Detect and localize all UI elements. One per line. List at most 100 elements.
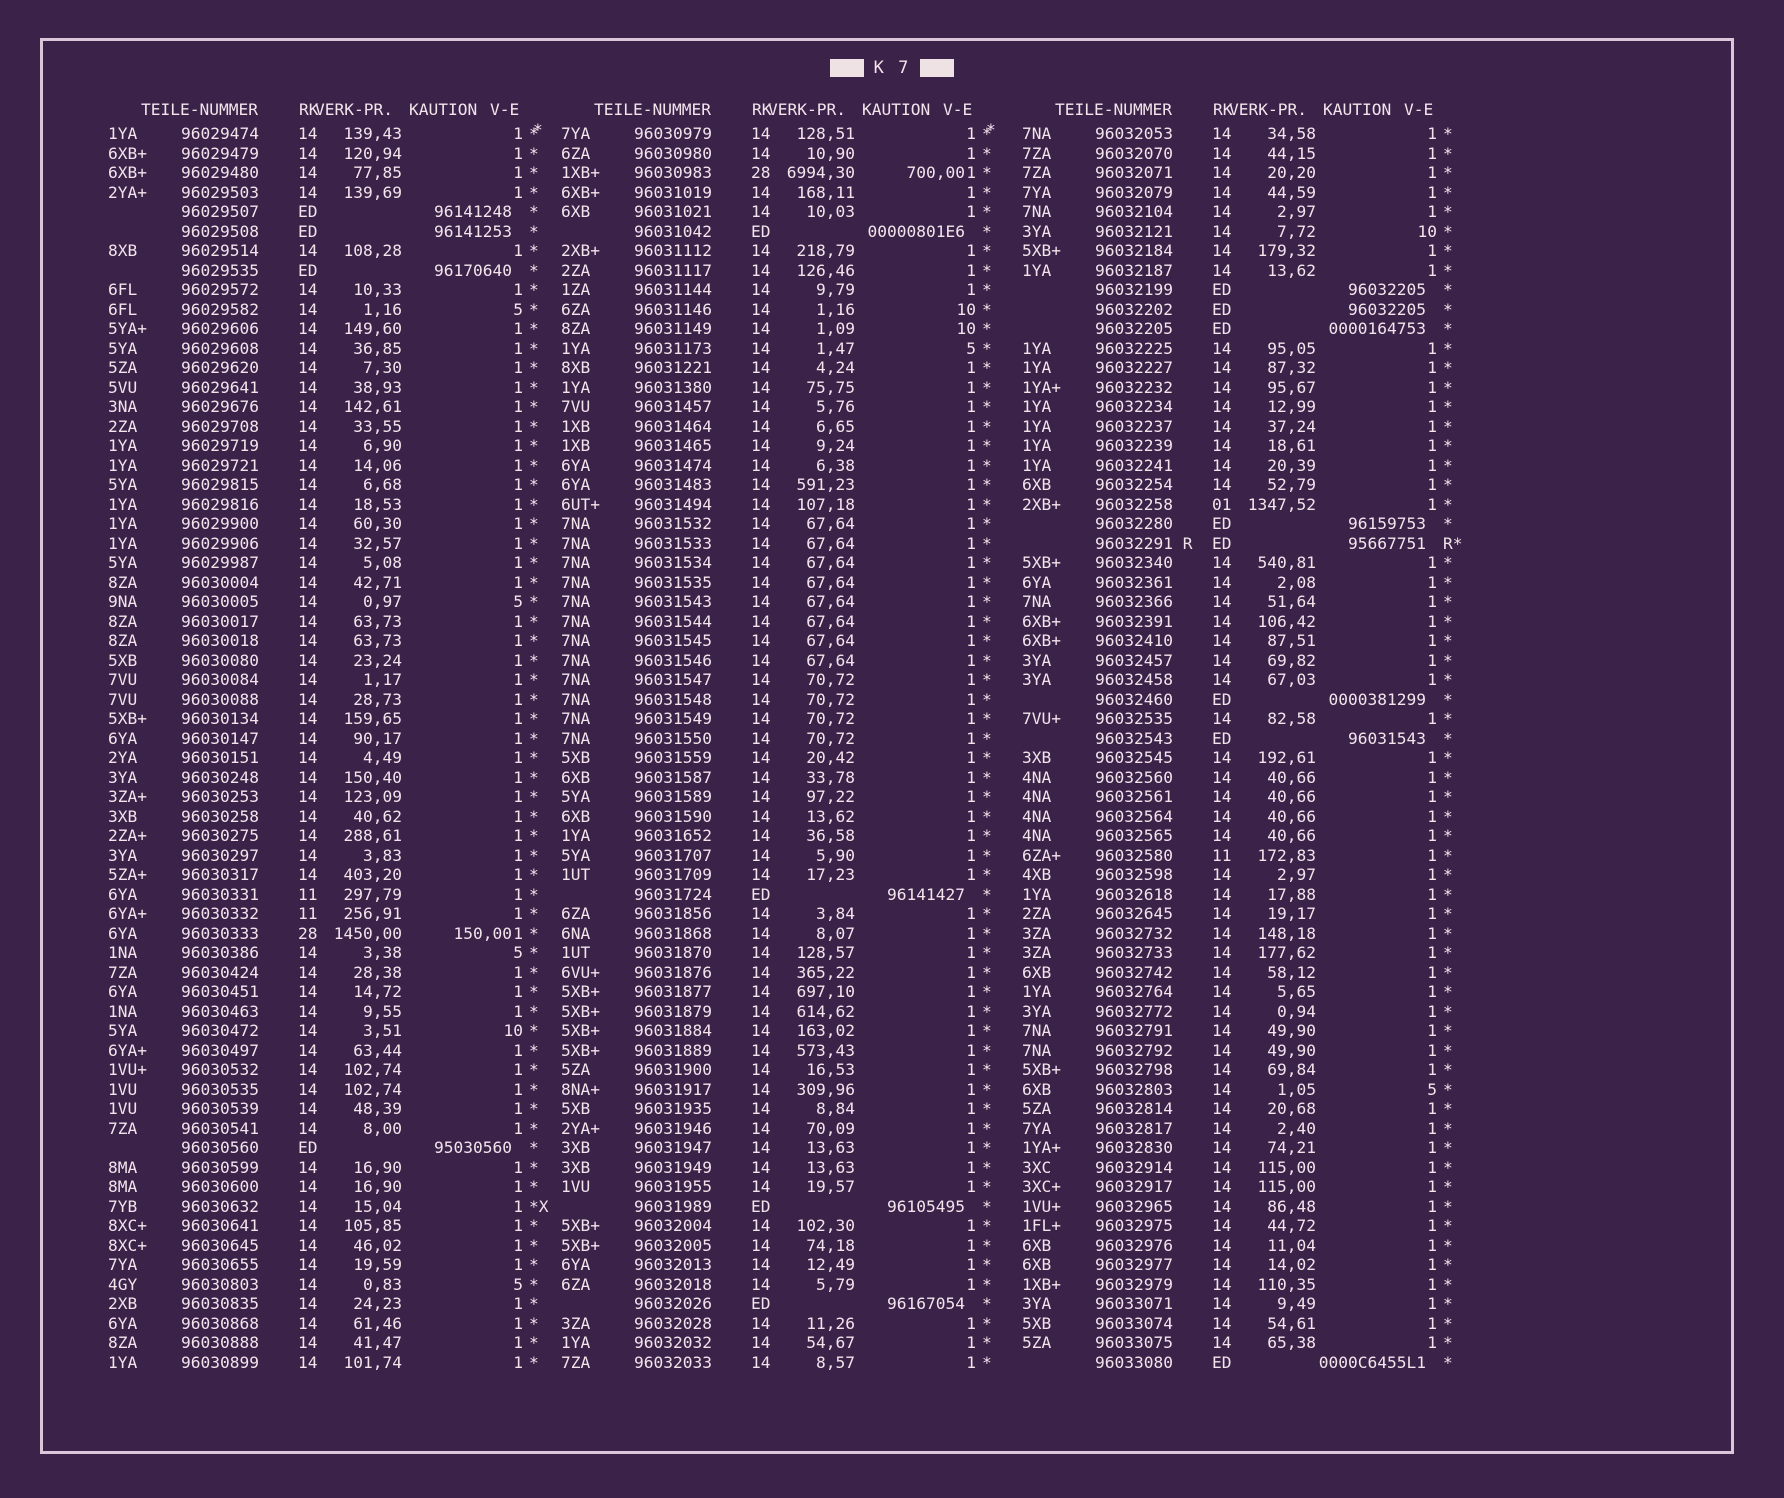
star: * <box>982 728 992 748</box>
prefix: 1YA <box>108 514 138 533</box>
star: * <box>982 182 992 202</box>
verk-pr: 70,72 <box>806 670 855 689</box>
star: * <box>1443 1216 1453 1235</box>
verk-pr: 49,90 <box>1267 1021 1316 1040</box>
ve: 1 <box>513 1255 523 1274</box>
table-row: 3ZA 96032732 14 148,18 1 * <box>1022 924 1784 944</box>
prefix: 8ZA <box>108 611 138 631</box>
rk: 14 <box>1212 1235 1232 1255</box>
part-number: 96032225 <box>1095 338 1173 358</box>
part-number: 96033071 <box>1095 1294 1173 1313</box>
table-row: 1YA 96032618 14 17,88 1 * <box>1022 885 1784 905</box>
rk: ED <box>1212 319 1232 338</box>
star: * <box>1443 962 1453 982</box>
prefix: 6YA <box>108 982 138 1001</box>
part-number: 96032004 <box>634 1216 712 1235</box>
prefix: 8XB <box>561 358 591 377</box>
table-row: 5YA+ 96029606 14 149,60 1 * <box>108 319 1108 339</box>
header-rk: RK <box>752 100 772 119</box>
ve: 1 <box>1427 436 1437 455</box>
part-number: 96030275 <box>181 826 259 845</box>
rk: ED <box>751 884 771 904</box>
header-kaution: KAUTION <box>1323 100 1392 119</box>
verk-pr: 60,30 <box>353 514 402 533</box>
rk: 14 <box>1212 806 1232 826</box>
table-row: 1YA 96032032 14 54,67 1 * <box>561 1333 1561 1353</box>
table-row: 6XB+ 96029480 14 77,85 1 * <box>108 163 1108 183</box>
part-number: 96030017 <box>181 611 259 631</box>
verk-pr: 44,15 <box>1267 143 1316 163</box>
table-row: 1XB 96031464 14 6,65 1 * <box>561 417 1561 437</box>
part-number: 96031877 <box>634 982 712 1001</box>
ve: 1 <box>966 182 976 202</box>
ve: 1 <box>513 124 523 143</box>
prefix: 6XB <box>1022 1255 1052 1274</box>
verk-pr: 1,16 <box>363 299 402 319</box>
rk: 14 <box>1212 1274 1232 1294</box>
ve: 1 <box>513 904 523 923</box>
table-row: 1VU+ 96032965 14 86,48 1 * <box>1022 1197 1784 1217</box>
star: * <box>982 923 992 943</box>
part-number: 96032535 <box>1095 709 1173 728</box>
prefix: 7NA <box>561 533 591 553</box>
part-number: 96032013 <box>634 1255 712 1274</box>
verk-pr: 28,73 <box>353 689 402 709</box>
verk-pr: 4,49 <box>363 748 402 767</box>
part-number: 96033075 <box>1095 1333 1173 1352</box>
verk-pr: 48,39 <box>353 1099 402 1118</box>
rk: 14 <box>751 1157 771 1177</box>
rk: 14 <box>751 436 771 455</box>
part-number: 96030463 <box>181 1001 259 1021</box>
table-row: 7NA 96031546 14 67,64 1 * <box>561 651 1561 671</box>
verk-pr: 148,18 <box>1257 923 1316 943</box>
verk-pr: 4,24 <box>816 358 855 377</box>
star: * <box>1443 904 1453 923</box>
table-row: 2XB+ 96031112 14 218,79 1 * <box>561 241 1561 261</box>
ve: 1 <box>966 1333 976 1352</box>
prefix: 6YA <box>108 728 138 748</box>
star: * <box>1443 689 1453 709</box>
table-row: 1NA 96030463 14 9,55 1 * <box>108 1002 1108 1022</box>
star: * <box>982 416 992 436</box>
rk: 14 <box>751 689 771 709</box>
table-row: 7NA 96032792 14 49,90 1 * <box>1022 1041 1784 1061</box>
verk-pr: 128,57 <box>796 943 855 962</box>
verk-pr: 3,83 <box>363 845 402 865</box>
table-row: 6XB 96032742 14 58,12 1 * <box>1022 963 1784 983</box>
table-row: 2YA 96030151 14 4,49 1 * <box>108 748 1108 768</box>
prefix: 8ZA <box>561 319 591 338</box>
ve: 1 <box>1427 397 1437 416</box>
star: * <box>1443 202 1453 221</box>
part-number: 96031707 <box>634 845 712 865</box>
table-row: 3ZA+ 96030253 14 123,09 1 * <box>108 787 1108 807</box>
verk-pr: 67,64 <box>806 631 855 650</box>
verk-pr: 159,65 <box>343 709 402 728</box>
ve: 1 <box>966 943 976 962</box>
verk-pr: 12,49 <box>806 1255 855 1274</box>
table-row: 8ZA 96030888 14 41,47 1 * <box>108 1333 1108 1353</box>
star: * <box>1443 728 1453 748</box>
prefix: 1YA <box>1022 982 1052 1001</box>
rk: 14 <box>751 767 771 787</box>
verk-pr: 65,38 <box>1267 1333 1316 1352</box>
verk-pr: 697,10 <box>796 982 855 1001</box>
prefix: 8MA <box>108 1177 138 1196</box>
star: * <box>982 943 992 962</box>
part-number: 96032458 <box>1095 670 1173 689</box>
table-row: 96030560 ED 95030560 * <box>108 1138 1108 1158</box>
verk-pr: 163,02 <box>796 1021 855 1040</box>
rk: 14 <box>1212 748 1232 767</box>
prefix: 3YA <box>108 845 138 865</box>
prefix: 4NA <box>1022 826 1052 845</box>
part-number: 96031533 <box>634 533 712 553</box>
part-number: 96032764 <box>1095 982 1173 1001</box>
ve: 1 <box>1427 1333 1437 1352</box>
star: * <box>1443 1021 1453 1040</box>
verk-pr: 69,82 <box>1267 650 1316 670</box>
rk: 14 <box>751 377 771 397</box>
table-row: 96032202 ED 96032205 * <box>1022 300 1784 320</box>
table-row: 1YA 96032187 14 13,62 1 * <box>1022 261 1784 281</box>
star: * <box>1443 1060 1453 1079</box>
table-row: 4GY 96030803 14 0,83 5 * <box>108 1275 1108 1295</box>
verk-pr: 17,88 <box>1267 884 1316 904</box>
